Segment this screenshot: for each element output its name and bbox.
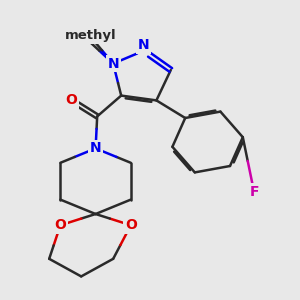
Text: F: F [249,184,259,199]
Text: O: O [54,218,66,232]
Text: O: O [66,93,77,107]
Text: O: O [125,218,137,232]
Text: N: N [107,57,119,70]
Text: N: N [138,38,149,52]
Text: methyl: methyl [65,29,117,42]
Text: N: N [90,141,101,155]
